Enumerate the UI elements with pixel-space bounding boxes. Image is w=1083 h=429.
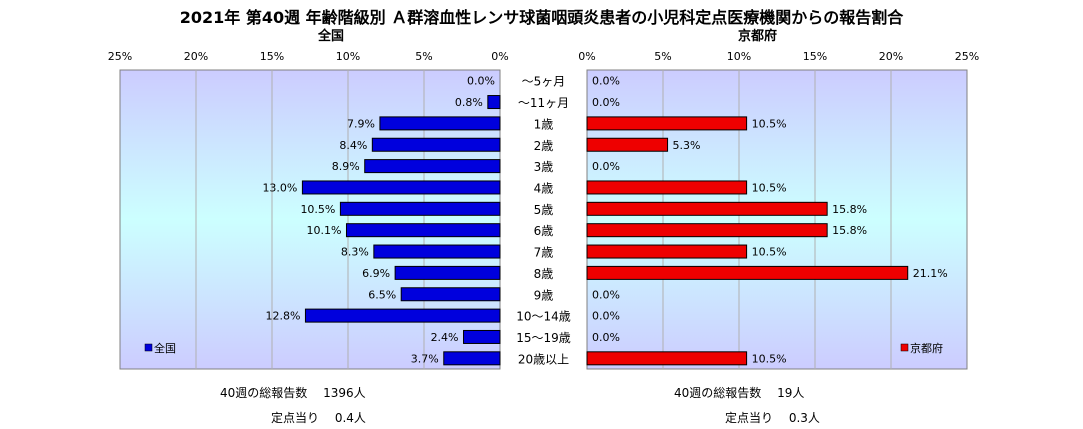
right-bar (586, 116, 748, 131)
left-value-label: 7.9% (347, 117, 375, 130)
left-value-label: 10.1% (307, 224, 342, 237)
right-bar (586, 201, 828, 216)
right-value-label: 0.0% (592, 96, 620, 109)
left-value-label: 8.9% (332, 160, 360, 173)
right-total-reports: 40週の総報告数 19人 (674, 386, 805, 400)
right-x-tick-label: 25% (955, 50, 979, 63)
left-bar (463, 329, 501, 344)
left-value-label: 13.0% (262, 181, 297, 194)
age-category-label: 5歳 (534, 203, 554, 217)
right-x-tick-label: 10% (727, 50, 751, 63)
left-bar (379, 116, 501, 131)
right-per-sentinel: 定点当り 0.3人 (725, 411, 820, 425)
left-bar (443, 351, 501, 366)
right-value-label: 15.8% (832, 224, 867, 237)
right-value-label: 15.8% (832, 203, 867, 216)
right-legend-swatch (900, 343, 909, 352)
chart-title: 2021年 第40週 年齢階級別 Ａ群溶血性レンサ球菌咽頭炎患者の小児科定点医療… (179, 8, 904, 27)
left-bar (400, 287, 501, 302)
age-category-label: 15～19歳 (516, 331, 571, 345)
left-per-sentinel: 定点当り 0.4人 (271, 411, 366, 425)
left-value-label: 8.4% (339, 139, 367, 152)
age-category-label: 10～14歳 (516, 310, 571, 324)
age-category-label: 9歳 (534, 288, 554, 302)
left-x-tick-label: 20% (184, 50, 208, 63)
left-bar (301, 180, 501, 195)
age-category-label: 3歳 (534, 160, 554, 174)
left-x-tick-label: 0% (491, 50, 508, 63)
left-plot-area (119, 69, 501, 370)
right-value-label: 10.5% (752, 246, 787, 259)
right-x-tick-label: 5% (654, 50, 671, 63)
age-category-label: 7歳 (534, 246, 554, 260)
left-value-label: 12.8% (265, 310, 300, 323)
right-bar (586, 137, 669, 152)
left-value-label: 6.5% (368, 288, 396, 301)
left-value-label: 10.5% (300, 203, 335, 216)
left-value-label: 0.0% (467, 75, 495, 88)
right-value-label: 10.5% (752, 352, 787, 365)
left-legend-swatch (144, 343, 153, 352)
right-value-label: 21.1% (913, 267, 948, 280)
right-value-label: 0.0% (592, 310, 620, 323)
right-value-label: 5.3% (673, 139, 701, 152)
left-bar (364, 159, 501, 174)
left-x-tick-label: 25% (108, 50, 132, 63)
right-value-label: 10.5% (752, 181, 787, 194)
right-x-tick-label: 0% (578, 50, 595, 63)
left-bar (394, 265, 501, 280)
right-value-label: 0.0% (592, 288, 620, 301)
age-category-label: 8歳 (534, 267, 554, 281)
chart-canvas: 25% 20% 15% 10% 5% 0% 0% 5% 10% 15% 20% 25% 0.0% 0.0%… (108, 50, 979, 370)
left-value-label: 3.7% (411, 352, 439, 365)
right-bar (586, 244, 748, 259)
left-bar (371, 137, 501, 152)
right-bar (586, 351, 748, 366)
left-bar (345, 223, 501, 238)
right-panel-title: 京都府 (738, 29, 778, 44)
right-x-tick-label: 20% (879, 50, 903, 63)
right-value-label: 0.0% (592, 75, 620, 88)
left-bar (339, 201, 501, 216)
age-category-label: ～11ヶ月 (518, 96, 569, 110)
left-bar (304, 308, 501, 323)
right-legend-label: 京都府 (910, 341, 943, 355)
right-bar (586, 180, 748, 195)
left-bar (373, 244, 501, 259)
right-bar (586, 223, 828, 238)
left-x-tick-label: 15% (260, 50, 284, 63)
left-value-label: 6.9% (362, 267, 390, 280)
age-category-label: 1歳 (534, 117, 554, 131)
left-x-tick-label: 10% (336, 50, 360, 63)
left-x-tick-label: 5% (415, 50, 432, 63)
age-category-label: 6歳 (534, 224, 554, 238)
age-category-label: ～5ヶ月 (522, 75, 566, 89)
left-bar (487, 95, 501, 110)
right-bar (586, 265, 909, 280)
right-value-label: 10.5% (752, 117, 787, 130)
left-value-label: 0.8% (455, 96, 483, 109)
left-panel-title: 全国 (318, 29, 345, 44)
left-legend-label: 全国 (154, 341, 176, 355)
right-x-tick-label: 15% (803, 50, 827, 63)
left-total-reports: 40週の総報告数 1396人 (220, 386, 366, 400)
age-category-label: 2歳 (534, 139, 554, 153)
right-plot-area (586, 69, 968, 370)
age-category-label: 4歳 (534, 181, 554, 195)
left-value-label: 2.4% (431, 331, 459, 344)
right-value-label: 0.0% (592, 160, 620, 173)
right-value-label: 0.0% (592, 331, 620, 344)
age-category-label: 20歳以上 (518, 352, 569, 366)
left-value-label: 8.3% (341, 246, 369, 259)
